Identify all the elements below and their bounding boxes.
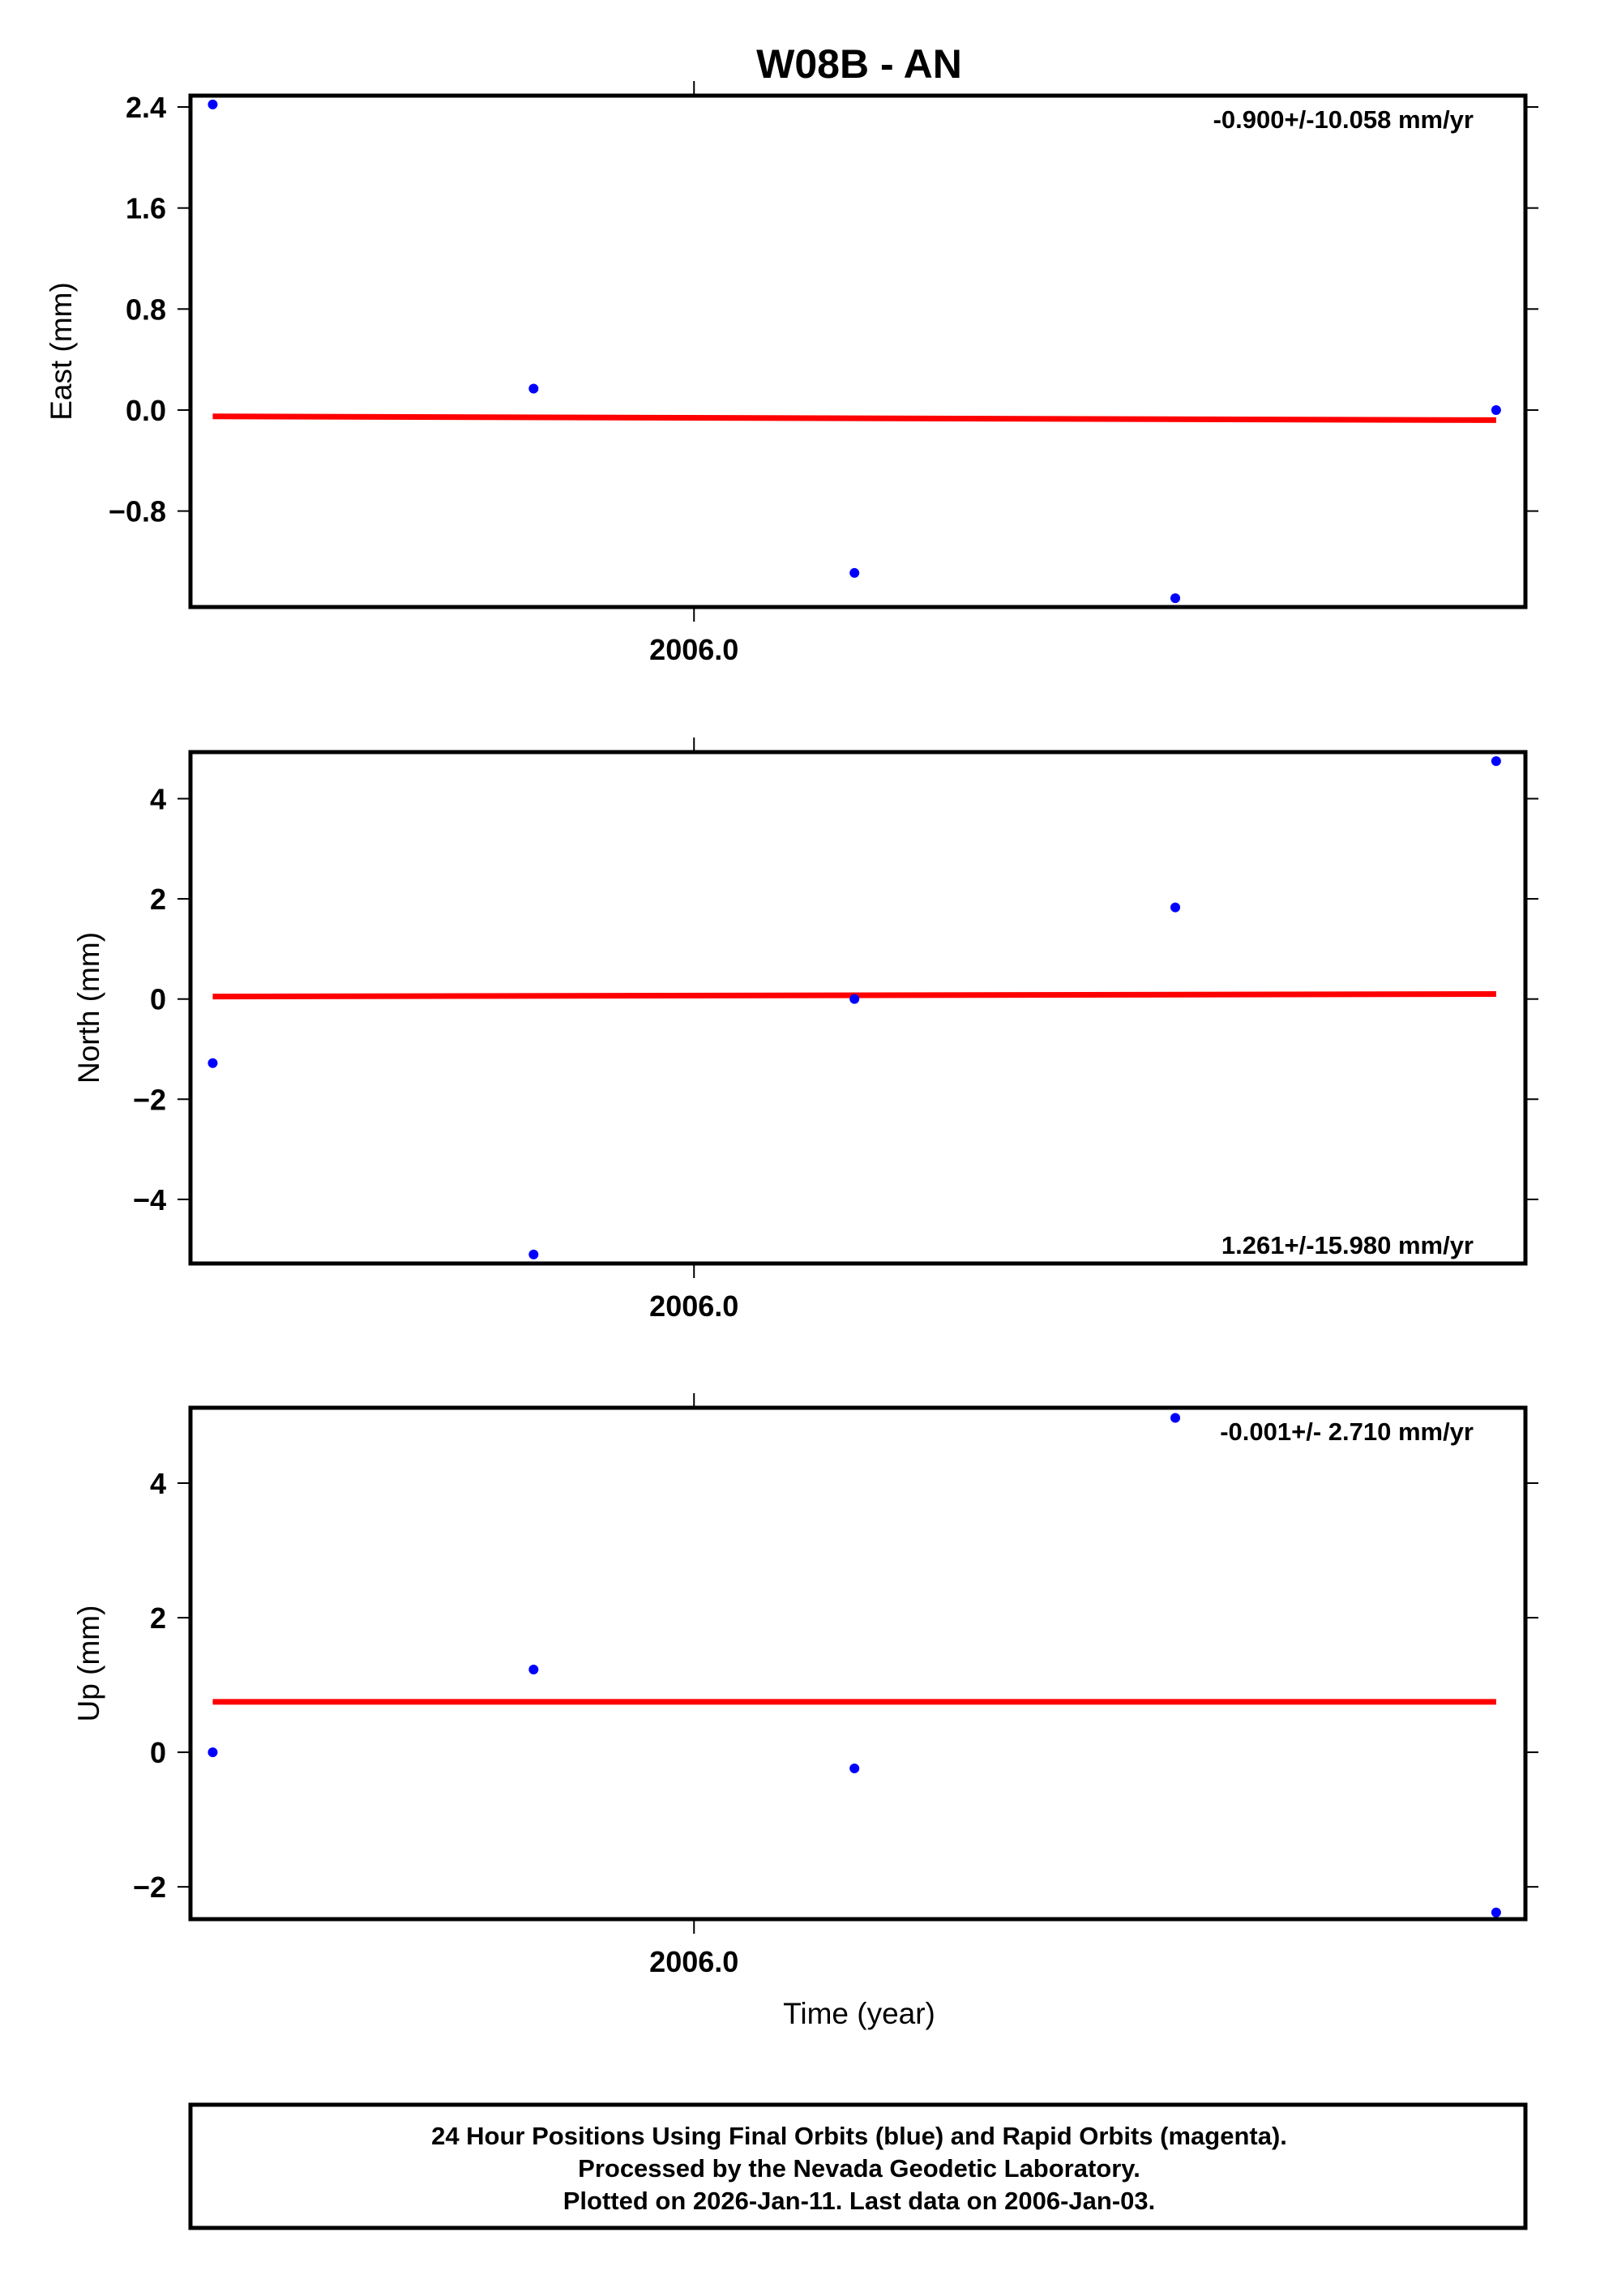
plot-frame — [188, 1405, 1528, 1922]
data-point — [528, 383, 539, 394]
rate-label: -0.001+/- 2.710 mm/yr — [1220, 1417, 1474, 1446]
y-tick-label: −4 — [133, 1183, 166, 1216]
y-tick-label: 4 — [150, 782, 166, 815]
x-tick-label: 2006.0 — [649, 1945, 738, 1978]
chart-title: W08B - AN — [756, 41, 962, 87]
y-tick-label: 4 — [150, 1467, 166, 1500]
y-tick-label: 1.6 — [126, 192, 166, 225]
data-point — [528, 1664, 539, 1674]
y-tick-label: 2 — [150, 883, 166, 916]
y-tick-label: 2 — [150, 1601, 166, 1635]
rate-label: -0.900+/-10.058 mm/yr — [1213, 105, 1474, 134]
panel-east: 2.4 1.6 0.8 0.0 −0.8 2006.0 East (mm) -0.900+/-… — [45, 81, 1538, 666]
data-point — [849, 567, 860, 578]
x-tick-label: 2006.0 — [649, 1289, 738, 1323]
panel-up: 4 2 0 −2 2006.0 Up (mm) -0.001+/- 2.710 mm/yr — [72, 1393, 1538, 1978]
data-point — [528, 1249, 539, 1259]
footer-line-1: 24 Hour Positions Using Final Orbits (bl… — [431, 2122, 1287, 2150]
data-point — [1170, 593, 1181, 604]
y-tick-label: 0 — [150, 983, 166, 1016]
y-tick-label: −2 — [133, 1871, 166, 1904]
footer-box — [188, 2102, 1528, 2230]
x-tick-label: 2006.0 — [649, 633, 738, 666]
y-axis-label: Up (mm) — [72, 1605, 105, 1722]
fit-line — [212, 413, 1496, 423]
plot-frame — [188, 93, 1528, 609]
data-point — [207, 1747, 218, 1758]
data-point — [207, 99, 218, 109]
y-tick-label: −2 — [133, 1083, 166, 1116]
data-point — [1170, 902, 1181, 913]
data-point — [1491, 1907, 1501, 1918]
rate-label: 1.261+/-15.980 mm/yr — [1221, 1231, 1474, 1259]
y-tick-label: 0.0 — [126, 394, 166, 427]
y-tick-label: 2.4 — [126, 91, 166, 124]
plot-frame — [188, 750, 1528, 1266]
y-axis-label: North (mm) — [72, 932, 105, 1084]
footer-line-3: Plotted on 2026-Jan-11. Last data on 200… — [563, 2187, 1155, 2215]
x-axis-label: Time (year) — [783, 1997, 935, 2030]
data-point — [849, 1764, 860, 1774]
panels: 2.4 1.6 0.8 0.0 −0.8 2006.0 East (mm) -0.900+/-… — [45, 81, 1538, 1978]
panel-north: 4 2 0 −2 −4 2006.0 North (mm) 1.261+/-15.980 mm… — [72, 738, 1538, 1323]
y-tick-label: 0 — [150, 1736, 166, 1769]
y-axis-label: East (mm) — [45, 282, 78, 421]
data-point — [849, 994, 860, 1004]
data-point — [1170, 1413, 1181, 1423]
y-tick-label: −0.8 — [109, 495, 166, 528]
data-point — [1491, 404, 1501, 415]
footer-line-2: Processed by the Nevada Geodetic Laborat… — [578, 2154, 1140, 2183]
data-point — [1491, 756, 1501, 767]
data-point — [207, 1058, 218, 1068]
y-tick-label: 0.8 — [126, 293, 166, 326]
